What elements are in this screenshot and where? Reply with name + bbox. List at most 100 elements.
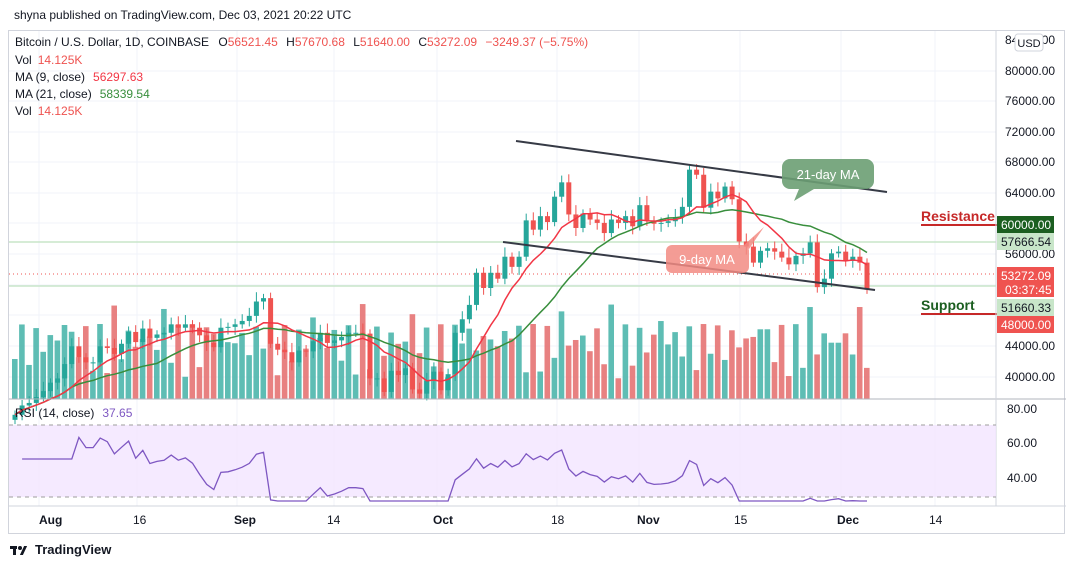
volume-bar [707, 353, 714, 399]
candle-body [168, 324, 174, 333]
volume-bar [246, 355, 252, 399]
volume-bar [864, 367, 870, 399]
volume-bar [118, 359, 125, 399]
candle-body [481, 272, 487, 288]
ma21-badge: 57666.54 [997, 233, 1054, 250]
candle-body [566, 182, 572, 215]
support-badge-text: 48000.00 [1001, 318, 1051, 332]
candle-body [33, 397, 39, 403]
volume-bar [722, 359, 728, 399]
legend-title: Bitcoin / U.S. Dollar, 1D, COINBASE [15, 35, 209, 49]
candle-body [232, 324, 238, 327]
candle-body [758, 250, 763, 263]
chart-svg[interactable]: 21-day MA 9-day MA Resistance Support [9, 31, 1066, 535]
candle-body [843, 251, 849, 261]
candle-body [793, 255, 799, 265]
candle-body [431, 371, 437, 381]
volume-bar [480, 336, 487, 399]
volume-bar [274, 375, 281, 399]
candle-body [339, 337, 345, 341]
resistance-label: Resistance [921, 208, 995, 224]
volume-bar [828, 342, 835, 399]
volume-bar [509, 338, 515, 399]
legend-c-label: C [418, 35, 427, 49]
volume-bar [168, 362, 174, 399]
candle-body [786, 257, 792, 265]
currency-button[interactable]: USD [1014, 33, 1044, 52]
candle-body [119, 343, 124, 354]
candle-body [395, 370, 401, 376]
volume-bar [523, 372, 529, 399]
rsi-axis: 80.00 60.00 40.00 [1007, 402, 1037, 485]
volume-bar [565, 345, 572, 399]
volume-bar [33, 328, 39, 399]
volume-bar [658, 321, 664, 399]
volume-bar [26, 364, 32, 399]
candle-body [459, 319, 465, 333]
candle-body [12, 414, 18, 420]
candle-body [424, 380, 430, 394]
legend-open: 56521.45 [228, 35, 278, 49]
candle-body [403, 368, 408, 376]
volume-bar [622, 324, 629, 399]
ma9-badge-text: 51660.33 [1001, 301, 1051, 315]
candle-body [353, 332, 359, 334]
candle-body [644, 205, 650, 221]
candle-body [140, 328, 146, 343]
candle-body [530, 220, 536, 230]
candle-body [239, 320, 245, 325]
candle-body [204, 335, 210, 343]
volume-bar [345, 325, 352, 399]
volume-bar [750, 336, 756, 399]
candle-body [850, 256, 856, 261]
rsi-tick: 60.00 [1007, 436, 1037, 450]
volume-bar [210, 333, 217, 399]
footer: TradingView [10, 542, 111, 557]
volume-bar [409, 314, 416, 399]
candle-body [445, 374, 451, 391]
time-tick: Oct [433, 513, 453, 527]
candle-body [580, 213, 586, 228]
candle-body [829, 253, 834, 279]
candle-body [40, 391, 46, 398]
volume-bar [743, 338, 749, 399]
volume-bar [729, 330, 735, 399]
volume-bar [288, 361, 295, 399]
volume-bar [551, 357, 558, 399]
time-axis: Aug 16 Sep 14 Oct 18 Nov 15 Dec 14 [39, 513, 943, 527]
candle-body [687, 169, 692, 207]
volume-bar [90, 370, 96, 399]
candle-body [275, 343, 281, 350]
candle-body [488, 272, 494, 288]
volume-bar [196, 367, 203, 399]
candle-body [104, 346, 110, 349]
volume-bar [260, 348, 267, 399]
volume-bar [835, 342, 842, 399]
volume-bar [636, 327, 643, 399]
candle-body [367, 333, 373, 379]
legend-o-label: O [218, 35, 227, 49]
candle-body [452, 332, 458, 375]
volume-bar [693, 370, 700, 399]
volume-bar [189, 324, 196, 399]
candle-body [807, 242, 813, 254]
candle-body [211, 342, 217, 348]
volume-bar [572, 339, 579, 399]
time-tick: 16 [133, 513, 147, 527]
candle-body [417, 389, 423, 394]
legend-ma21: MA (21, close) 58339.54 [15, 87, 150, 101]
candle-body [729, 186, 735, 200]
ma21-line [14, 209, 868, 416]
price-tick: 72000.00 [1005, 125, 1055, 139]
candle-body [360, 332, 366, 334]
chart-panel[interactable]: 21-day MA 9-day MA Resistance Support [8, 30, 1066, 535]
volume-bar [714, 325, 721, 399]
volume-bar [317, 337, 323, 399]
rsi-tick: 40.00 [1007, 471, 1037, 485]
volume-bar [778, 324, 785, 399]
volume-bar [161, 308, 167, 399]
candle-body [126, 331, 132, 344]
ma9-callout: 9-day MA [666, 227, 764, 273]
volume-bar [580, 335, 586, 399]
volume-bar [686, 326, 693, 399]
